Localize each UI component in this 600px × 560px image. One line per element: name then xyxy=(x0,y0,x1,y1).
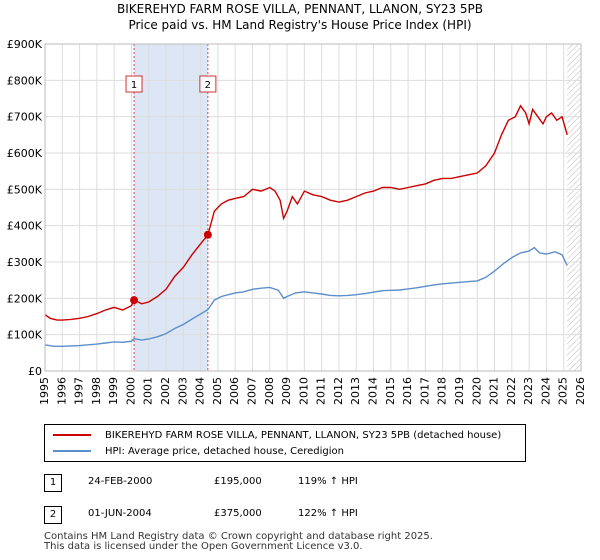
y-tick-label: £200K xyxy=(7,292,43,305)
x-tick-label: 2023 xyxy=(522,377,535,405)
sale-marker-label: 1 xyxy=(131,80,137,91)
x-tick-label: 1997 xyxy=(73,377,86,405)
x-tick-label: 2003 xyxy=(176,377,189,405)
x-tick-label: 1999 xyxy=(107,377,120,405)
sale-point xyxy=(130,296,139,305)
x-tick-label: 2002 xyxy=(159,377,172,405)
legend-item-hpi: HPI: Average price, detached house, Cere… xyxy=(53,443,344,459)
x-tick-label: 2000 xyxy=(124,377,137,405)
y-tick-label: £100K xyxy=(7,329,43,342)
x-tick-label: 1995 xyxy=(38,377,51,405)
y-tick-label: £300K xyxy=(7,256,43,269)
sale-point xyxy=(203,230,212,239)
footer-license: This data is licensed under the Open Gov… xyxy=(44,541,363,552)
y-tick-label: £700K xyxy=(7,111,43,124)
transaction-date: 24-FEB-2000 xyxy=(88,476,153,487)
plot-border xyxy=(44,43,582,372)
x-tick-label: 2026 xyxy=(574,377,587,405)
footer-copyright: Contains HM Land Registry data © Crown c… xyxy=(44,531,433,542)
x-tick-label: 2004 xyxy=(194,377,207,405)
x-tick-label: 2005 xyxy=(211,377,224,405)
x-tick-label: 1998 xyxy=(90,377,103,405)
x-tick-label: 2010 xyxy=(297,377,310,405)
x-tick-label: 2018 xyxy=(436,377,449,405)
x-tick-label: 2007 xyxy=(245,377,258,405)
legend-swatch-hpi xyxy=(53,450,91,452)
legend-item-property: BIKEREHYD FARM ROSE VILLA, PENNANT, LLAN… xyxy=(53,427,501,443)
x-tick-label: 2017 xyxy=(418,377,431,405)
chart-title: BIKEREHYD FARM ROSE VILLA, PENNANT, LLAN… xyxy=(117,2,483,16)
y-tick-label: £0 xyxy=(28,365,42,378)
transaction-hpi-change: 119% ↑ HPI xyxy=(298,476,358,487)
plot-area xyxy=(45,44,581,371)
x-tick-label: 2008 xyxy=(263,377,276,405)
legend-swatch-property xyxy=(53,434,91,436)
x-tick-label: 2015 xyxy=(384,377,397,405)
x-tick-label: 2011 xyxy=(315,377,328,405)
chart-subtitle: Price paid vs. HM Land Registry's House … xyxy=(128,18,471,32)
x-tick-label: 2021 xyxy=(488,377,501,405)
x-tick-label: 2024 xyxy=(539,377,552,405)
transaction-price: £195,000 xyxy=(214,476,262,487)
transaction-number: 2 xyxy=(44,506,62,524)
transaction-price: £375,000 xyxy=(214,508,262,519)
sale-marker-box xyxy=(199,75,217,93)
footer: Contains HM Land Registry data © Crown c… xyxy=(44,532,564,552)
x-tick-label: 2019 xyxy=(453,377,466,405)
transaction-hpi-change: 122% ↑ HPI xyxy=(298,508,358,519)
y-tick-label: £500K xyxy=(7,183,43,196)
x-tick-label: 2001 xyxy=(142,377,155,405)
legend: BIKEREHYD FARM ROSE VILLA, PENNANT, LLAN… xyxy=(44,424,526,462)
x-tick-label: 2022 xyxy=(505,377,518,405)
transaction-number: 1 xyxy=(44,474,62,492)
price-chart: BIKEREHYD FARM ROSE VILLA, PENNANT, LLAN… xyxy=(7,2,587,405)
x-tick-label: 2025 xyxy=(557,377,570,405)
x-tick-label: 2006 xyxy=(228,377,241,405)
legend-label-hpi: HPI: Average price, detached house, Cere… xyxy=(105,445,344,457)
x-tick-label: 2016 xyxy=(401,377,414,405)
series-line xyxy=(44,246,568,347)
y-tick-label: £400K xyxy=(7,220,43,233)
x-tick-label: 2013 xyxy=(349,377,362,405)
legend-label-property: BIKEREHYD FARM ROSE VILLA, PENNANT, LLAN… xyxy=(105,429,502,441)
x-tick-label: 2014 xyxy=(367,377,380,405)
y-tick-label: £800K xyxy=(7,74,43,87)
sale-marker-box xyxy=(125,75,143,93)
y-tick-label: £600K xyxy=(7,147,43,160)
sale-marker-label: 2 xyxy=(205,80,211,91)
x-tick-label: 2009 xyxy=(280,377,293,405)
x-tick-label: 1996 xyxy=(55,377,68,405)
sale-period-shade xyxy=(134,44,208,371)
forecast-hatch xyxy=(567,44,581,371)
x-tick-label: 2020 xyxy=(470,377,483,405)
transaction-date: 01-JUN-2004 xyxy=(88,508,152,519)
x-tick-label: 2012 xyxy=(332,377,345,405)
y-tick-label: £900K xyxy=(7,38,43,51)
